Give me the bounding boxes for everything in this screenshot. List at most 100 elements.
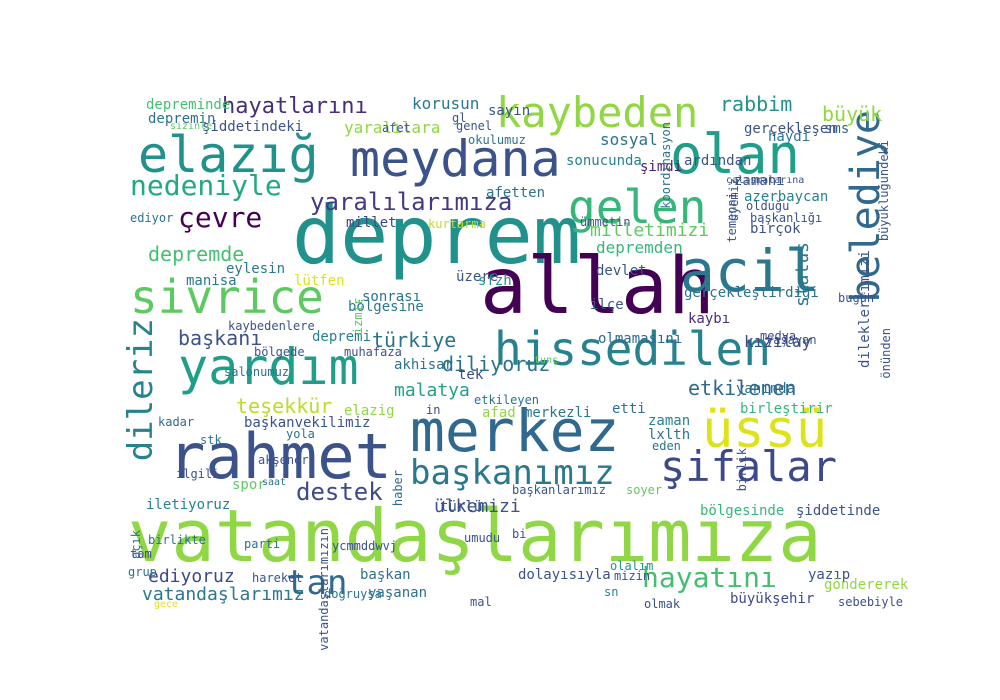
- cloud-word: koordinasyon: [659, 122, 673, 209]
- cloud-word: açık: [129, 530, 143, 559]
- cloud-word: parti: [244, 537, 281, 551]
- cloud-word: yanında: [736, 381, 796, 397]
- cloud-word: soyer: [626, 483, 663, 497]
- cloud-word: saat: [262, 477, 287, 488]
- cloud-word: üyemiz: [727, 178, 741, 222]
- cloud-word: kaybeden: [496, 88, 699, 137]
- cloud-word: akhisar: [394, 357, 454, 373]
- cloud-word: ycmmddwvj: [332, 539, 398, 553]
- cloud-word: merkez: [410, 397, 620, 465]
- cloud-word: zaman: [648, 413, 691, 429]
- cloud-word: çevre: [178, 201, 263, 234]
- cloud-word: lütfen: [294, 273, 345, 289]
- cloud-word: kurtarma: [428, 217, 486, 231]
- cloud-word: şiddetindeki: [202, 119, 304, 135]
- cloud-word: olalım: [610, 559, 654, 573]
- cloud-word: spor: [232, 477, 266, 493]
- cloud-word: muhafaza: [344, 345, 402, 359]
- cloud-word: afad: [482, 405, 516, 421]
- cloud-word: elazığ: [138, 126, 319, 184]
- cloud-word: elazig: [344, 403, 395, 419]
- cloud-word: gl: [452, 111, 467, 125]
- cloud-word: teşekkür: [236, 394, 333, 418]
- cloud-word: dileriz: [121, 318, 161, 462]
- cloud-word: korusun: [412, 94, 480, 113]
- cloud-word: sizinle: [170, 121, 213, 132]
- cloud-word: etti: [612, 401, 646, 417]
- cloud-word: destek: [296, 478, 383, 506]
- cloud-word: olduğu: [746, 199, 790, 213]
- cloud-word: yola: [286, 427, 315, 441]
- cloud-word: başkanlığı: [750, 211, 823, 225]
- cloud-word: sonucunda: [566, 153, 642, 169]
- cloud-word: ilgili: [176, 467, 220, 481]
- cloud-word: mizin: [614, 569, 651, 583]
- cloud-word: deprem: [292, 189, 581, 282]
- cloud-word: haydi: [768, 129, 811, 145]
- cloud-word: hareket: [252, 571, 303, 585]
- cloud-word: birlikte: [148, 533, 206, 547]
- cloud-word: göndererek: [824, 577, 909, 593]
- cloud-word: vatandaşlarımız: [142, 584, 305, 605]
- cloud-word: sosyal: [600, 130, 658, 149]
- cloud-word: bölgede: [254, 345, 305, 359]
- cloud-word: rabbim: [720, 92, 793, 116]
- cloud-word: medya: [760, 329, 797, 343]
- cloud-word: yaralılara: [344, 118, 441, 137]
- cloud-word: gerçekleştirdiği: [684, 285, 819, 301]
- cloud-word: etkileyen: [474, 393, 540, 407]
- cloud-word: sebebiyle: [838, 595, 904, 609]
- cloud-word: başkanımız: [410, 453, 615, 493]
- cloud-word: salonumuz: [224, 365, 290, 379]
- cloud-word: malatya: [394, 380, 470, 401]
- cloud-word: türkiye: [372, 328, 457, 352]
- cloud-word: büyükluğundeki: [877, 140, 891, 242]
- cloud-word: yaşayan: [766, 333, 817, 347]
- cloud-word: allah: [480, 242, 715, 332]
- cloud-word: tam: [130, 547, 152, 561]
- cloud-word: üssü: [702, 400, 828, 460]
- cloud-word: acil: [680, 237, 820, 305]
- cloud-word: ülkemizi: [434, 496, 521, 517]
- cloud-word: sayın: [488, 103, 531, 119]
- cloud-word: birleştirir: [740, 401, 833, 417]
- cloud-word: kadar: [158, 415, 195, 429]
- cloud-word: üzere: [456, 269, 499, 285]
- cloud-word: hayatlarını: [222, 94, 368, 119]
- cloud-word: merkezli: [524, 405, 592, 421]
- cloud-word: meydana: [350, 130, 561, 188]
- cloud-word: umudu: [464, 531, 501, 545]
- cloud-word: bölgesinde: [700, 503, 785, 519]
- cloud-word: başkanlarımız: [512, 483, 606, 497]
- cloud-word: depremi: [312, 329, 372, 345]
- cloud-word: nedeniyle: [130, 169, 282, 202]
- cloud-word: yazıp: [808, 567, 851, 583]
- cloud-word: zamanı: [734, 173, 785, 189]
- cloud-word: şifalar: [660, 442, 838, 491]
- cloud-word: vatandaşlarımıza: [128, 494, 822, 578]
- cloud-word: kaybı: [688, 311, 731, 327]
- cloud-word: depremden: [596, 238, 683, 257]
- cloud-word: türlü: [440, 499, 483, 515]
- cloud-word: birlik: [735, 448, 749, 492]
- cloud-word: birçok: [750, 221, 801, 237]
- cloud-word: ilçe: [590, 297, 624, 313]
- cloud-word: çalışmalarına: [726, 175, 805, 186]
- cloud-word: stk: [200, 433, 222, 447]
- cloud-word: başkan: [360, 567, 411, 583]
- cloud-word: sms: [824, 121, 850, 137]
- cloud-word: in: [426, 403, 441, 417]
- cloud-word: büyük: [822, 102, 883, 126]
- cloud-word: devlet: [596, 263, 647, 279]
- cloud-word: hayatını: [642, 561, 777, 594]
- cloud-word: milletimizi: [590, 220, 710, 241]
- cloud-word: kızılay: [744, 332, 812, 351]
- cloud-word: gerçekleşen: [744, 121, 837, 137]
- cloud-word: sonrası: [362, 289, 422, 305]
- cloud-word: olan: [670, 123, 801, 186]
- cloud-word: mal: [470, 595, 492, 609]
- cloud-word: bölgesine: [348, 299, 424, 315]
- cloud-word: haber: [391, 470, 405, 507]
- cloud-word: bi: [512, 527, 527, 541]
